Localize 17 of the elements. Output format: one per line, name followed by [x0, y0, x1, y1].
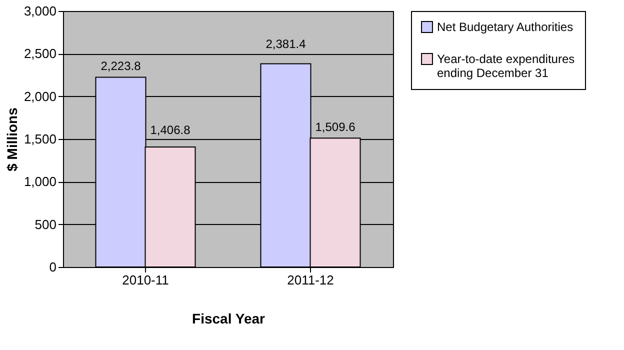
x-tick-label: 2010-11 — [122, 272, 169, 288]
data-label: 2,223.8 — [100, 59, 142, 74]
y-tick-label: 1,500 — [24, 132, 56, 146]
y-tick-label: 2,500 — [24, 46, 56, 62]
y-axis-title: $ Millions — [4, 107, 20, 172]
y-tick-label: 0 — [49, 260, 56, 274]
legend-label: Year-to-date expenditures ending December 31 — [437, 52, 575, 80]
data-label: 2,381.4 — [266, 36, 306, 51]
y-tick-label: 1,000 — [24, 174, 56, 190]
data-label: 1,406.8 — [150, 122, 191, 137]
data-label: 1,509.6 — [315, 120, 356, 134]
y-tick-label: 3,000 — [24, 4, 56, 18]
legend-label: Net Budgetary Authorities — [437, 20, 574, 34]
y-tick-label: 500 — [34, 216, 56, 232]
y-tick-label: 2,000 — [24, 88, 56, 104]
x-axis-title: Fiscal Year — [192, 310, 266, 326]
x-tick-label: 2011-12 — [287, 272, 334, 288]
